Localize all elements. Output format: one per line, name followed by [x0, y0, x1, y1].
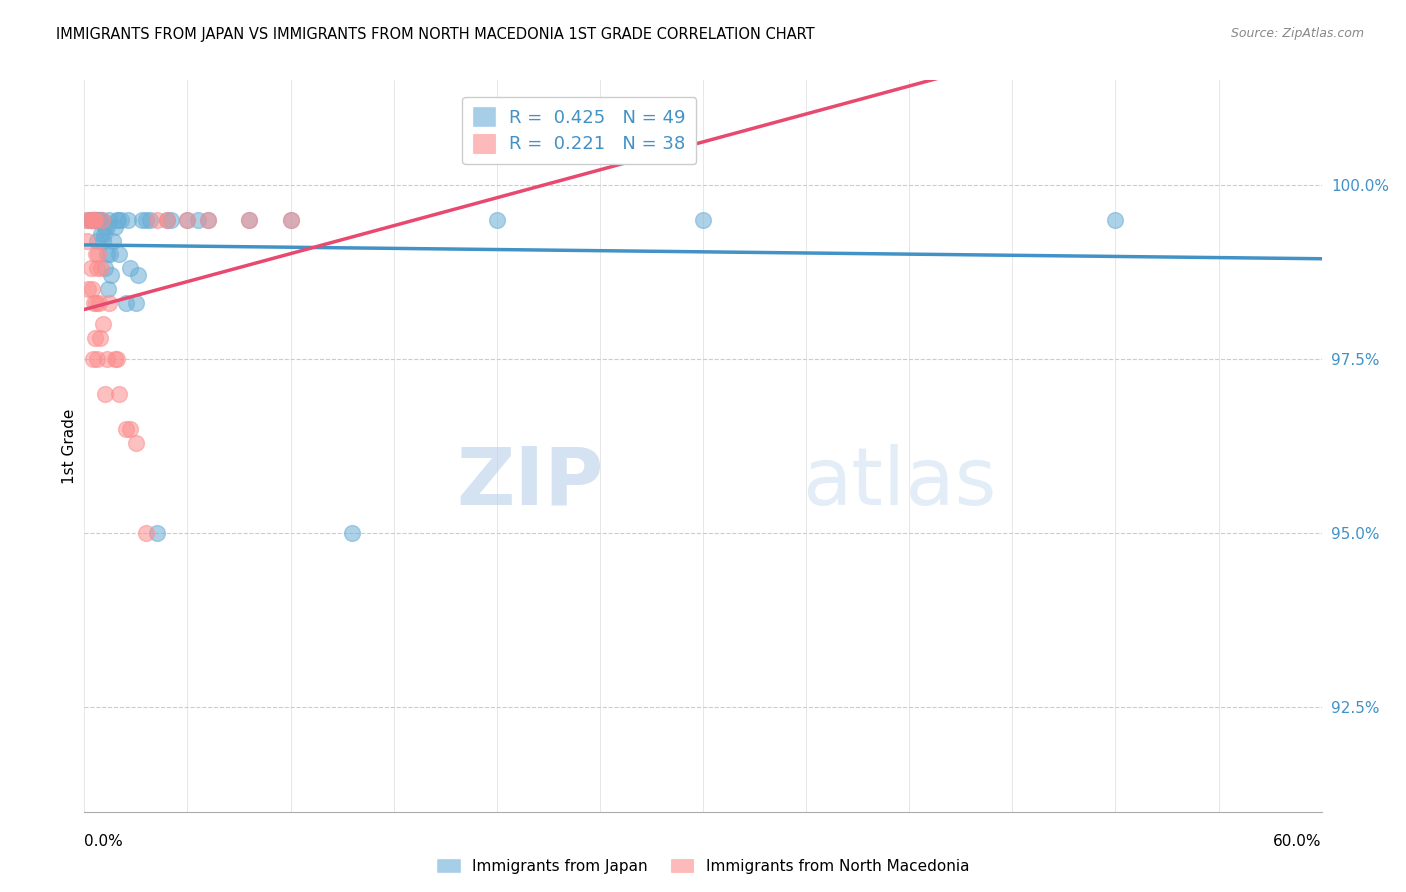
- Point: [83, 296, 105, 310]
- Point: [125, 435, 148, 450]
- Point: [79, 261, 101, 276]
- Point: [79, 212, 101, 227]
- Point: [94, 261, 117, 276]
- Point: [96, 351, 118, 366]
- Point: [84, 247, 107, 261]
- Point: [145, 526, 167, 541]
- Point: [108, 386, 131, 401]
- Point: [176, 212, 198, 227]
- Point: [96, 219, 118, 234]
- Point: [156, 212, 179, 227]
- Text: 0.0%: 0.0%: [84, 834, 124, 848]
- Point: [114, 421, 136, 435]
- Point: [77, 212, 100, 227]
- Point: [104, 351, 127, 366]
- Point: [83, 212, 105, 227]
- Point: [118, 261, 141, 276]
- Point: [83, 331, 105, 345]
- Point: [97, 282, 120, 296]
- Point: [135, 212, 157, 227]
- Point: [131, 212, 153, 227]
- Point: [118, 421, 141, 435]
- Point: [84, 212, 107, 227]
- Point: [104, 219, 127, 234]
- Point: [89, 212, 111, 227]
- Point: [100, 268, 122, 283]
- Point: [90, 227, 112, 241]
- Point: [89, 331, 111, 345]
- Point: [485, 212, 508, 227]
- Point: [90, 212, 112, 227]
- Point: [127, 268, 149, 283]
- Point: [94, 219, 117, 234]
- Point: [84, 296, 107, 310]
- Point: [96, 247, 118, 261]
- Point: [103, 234, 125, 248]
- Point: [145, 212, 167, 227]
- Point: [82, 351, 104, 366]
- Point: [108, 247, 131, 261]
- Point: [238, 212, 260, 227]
- Point: [87, 296, 110, 310]
- Text: Source: ZipAtlas.com: Source: ZipAtlas.com: [1230, 27, 1364, 40]
- Text: 60.0%: 60.0%: [1274, 834, 1322, 848]
- Point: [125, 296, 148, 310]
- Point: [280, 212, 302, 227]
- Text: ZIP: ZIP: [457, 443, 605, 522]
- Point: [91, 317, 114, 331]
- Point: [98, 296, 121, 310]
- Point: [197, 212, 219, 227]
- Point: [83, 212, 105, 227]
- Point: [77, 282, 100, 296]
- Text: atlas: atlas: [801, 443, 997, 522]
- Point: [117, 212, 139, 227]
- Y-axis label: 1st Grade: 1st Grade: [62, 409, 77, 483]
- Point: [91, 234, 114, 248]
- Point: [86, 261, 108, 276]
- Point: [79, 212, 101, 227]
- Point: [80, 212, 103, 227]
- Point: [83, 212, 105, 227]
- Point: [110, 212, 132, 227]
- Point: [280, 212, 302, 227]
- Point: [692, 212, 714, 227]
- Point: [98, 212, 121, 227]
- Point: [87, 212, 110, 227]
- Point: [83, 212, 105, 227]
- Point: [94, 386, 117, 401]
- Text: IMMIGRANTS FROM JAPAN VS IMMIGRANTS FROM NORTH MACEDONIA 1ST GRADE CORRELATION C: IMMIGRANTS FROM JAPAN VS IMMIGRANTS FROM…: [56, 27, 815, 42]
- Point: [93, 227, 115, 241]
- Point: [90, 212, 112, 227]
- Point: [238, 212, 260, 227]
- Point: [90, 261, 112, 276]
- Point: [114, 296, 136, 310]
- Point: [139, 212, 162, 227]
- Point: [156, 212, 179, 227]
- Point: [197, 212, 219, 227]
- Point: [107, 212, 129, 227]
- Point: [187, 212, 209, 227]
- Point: [86, 351, 108, 366]
- Point: [80, 282, 103, 296]
- Point: [75, 212, 97, 227]
- Point: [160, 212, 183, 227]
- Point: [82, 212, 104, 227]
- Legend: Immigrants from Japan, Immigrants from North Macedonia: Immigrants from Japan, Immigrants from N…: [430, 853, 976, 880]
- Point: [76, 234, 98, 248]
- Point: [1104, 212, 1126, 227]
- Point: [98, 247, 121, 261]
- Legend: R =  0.425   N = 49, R =  0.221   N = 38: R = 0.425 N = 49, R = 0.221 N = 38: [463, 96, 696, 164]
- Point: [342, 526, 364, 541]
- Point: [105, 351, 128, 366]
- Point: [87, 212, 110, 227]
- Point: [135, 526, 157, 541]
- Point: [87, 247, 110, 261]
- Point: [105, 212, 128, 227]
- Point: [82, 212, 104, 227]
- Point: [86, 234, 108, 248]
- Point: [176, 212, 198, 227]
